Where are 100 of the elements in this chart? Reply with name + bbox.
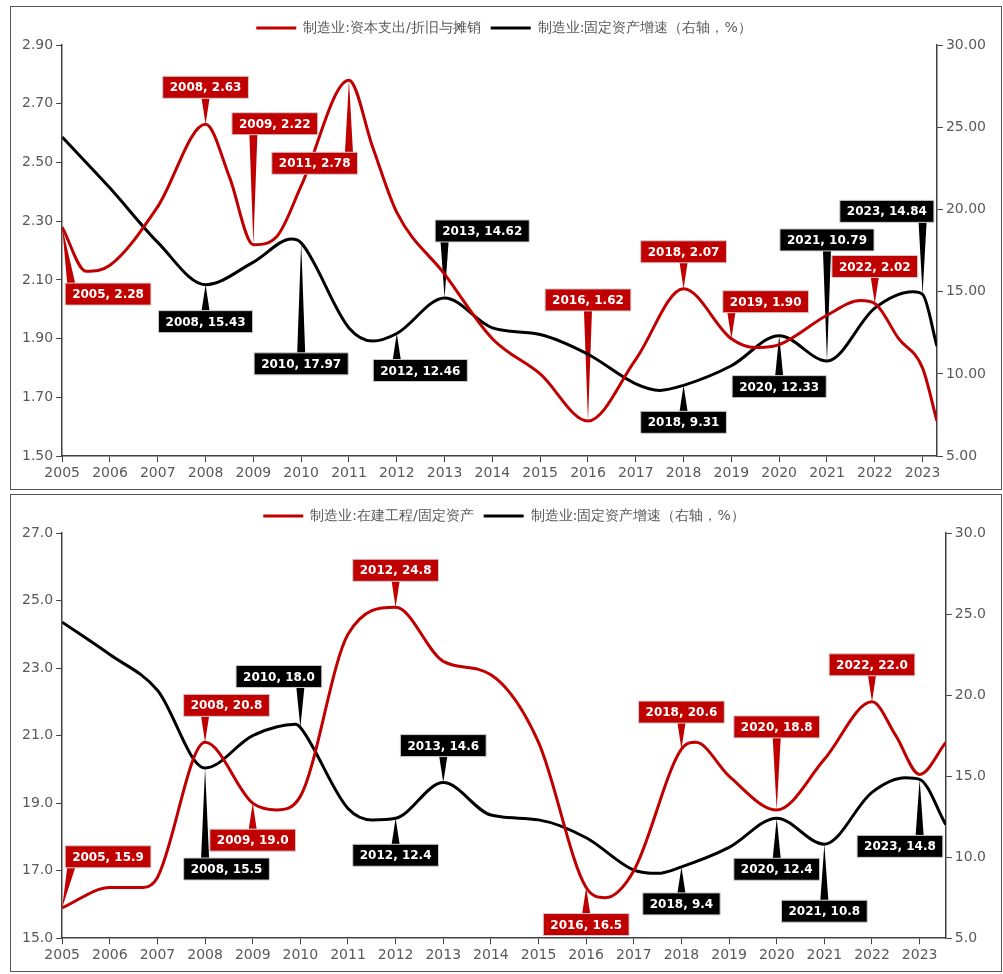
data-label: 2016, 1.62 xyxy=(552,293,624,308)
x-tick-label: 2022 xyxy=(856,464,893,481)
data-label: 2013, 14.62 xyxy=(442,224,523,239)
x-tick-label: 2020 xyxy=(761,464,797,481)
x-tick-label: 2021 xyxy=(809,464,845,481)
data-label: 2011, 2.78 xyxy=(278,156,351,171)
data-label: 2020, 12.33 xyxy=(739,379,820,394)
y-tick-label: 2.70 xyxy=(22,94,54,111)
data-label: 2012, 12.46 xyxy=(380,363,461,378)
x-tick-label: 2018 xyxy=(663,946,700,963)
x-tick-label: 2011 xyxy=(330,946,366,963)
data-label: 2018, 2.07 xyxy=(647,244,720,259)
x-tick-label: 2011 xyxy=(331,464,367,481)
y-tick-label: 2.10 xyxy=(22,270,54,287)
x-tick-label: 2013 xyxy=(426,464,463,481)
data-label: 2008, 20.8 xyxy=(190,698,263,713)
data-label: 2023, 14.8 xyxy=(864,839,936,854)
y-tick-label: 2.90 xyxy=(22,35,54,52)
x-tick-label: 2009 xyxy=(235,464,272,481)
data-label: 2009, 19.0 xyxy=(216,833,289,848)
x-tick-label: 2013 xyxy=(425,946,462,963)
y2-tick-label: 20.0 xyxy=(954,685,986,702)
data-label: 2018, 20.6 xyxy=(645,705,718,720)
data-label: 2018, 9.4 xyxy=(649,897,714,912)
legend-label: 制造业:在建工程/固定资产 xyxy=(310,506,474,523)
data-label: 2008, 15.43 xyxy=(165,314,246,329)
y-tick-label: 1.90 xyxy=(22,329,54,346)
x-tick-label: 2018 xyxy=(665,464,702,481)
x-tick-label: 2014 xyxy=(473,946,509,963)
data-label: 2022, 2.02 xyxy=(838,259,911,274)
x-tick-label: 2019 xyxy=(713,464,750,481)
x-tick-label: 2006 xyxy=(91,946,128,963)
data-label: 2021, 10.8 xyxy=(788,904,861,919)
x-tick-label: 2016 xyxy=(570,464,606,481)
y-tick-label: 19.0 xyxy=(22,793,54,810)
x-tick-label: 2020 xyxy=(758,946,795,963)
x-tick-label: 2007 xyxy=(139,464,176,481)
x-tick-label: 2006 xyxy=(92,464,128,481)
data-label: 2012, 12.4 xyxy=(359,848,432,863)
y2-tick-label: 30.0 xyxy=(954,523,986,540)
y-tick-label: 23.0 xyxy=(22,658,54,675)
y2-tick-label: 15.00 xyxy=(945,282,987,299)
y2-tick-label: 5.0 xyxy=(954,928,978,945)
data-label: 2021, 10.79 xyxy=(786,233,868,248)
data-label: 2008, 2.63 xyxy=(169,80,242,95)
data-label: 2019, 1.90 xyxy=(729,294,802,309)
y-tick-label: 1.50 xyxy=(22,446,54,463)
data-label: 2022, 22.0 xyxy=(836,657,908,672)
y-tick-label: 15.0 xyxy=(22,928,54,945)
x-tick-label: 2008 xyxy=(187,464,224,481)
y-tick-label: 2.50 xyxy=(22,153,54,170)
x-tick-label: 2010 xyxy=(282,946,319,963)
y2-tick-label: 25.00 xyxy=(945,117,987,134)
data-label: 2023, 14.84 xyxy=(846,204,927,219)
x-tick-label: 2015 xyxy=(520,946,557,963)
data-label: 2016, 16.5 xyxy=(550,917,623,932)
x-tick-label: 2009 xyxy=(234,946,271,963)
x-tick-label: 2008 xyxy=(187,946,223,963)
x-tick-label: 2017 xyxy=(615,946,652,963)
data-label: 2005, 15.9 xyxy=(72,849,144,864)
x-tick-label: 2016 xyxy=(568,946,605,963)
x-tick-label: 2012 xyxy=(378,464,415,481)
data-label: 2013, 14.6 xyxy=(407,738,480,753)
x-tick-label: 2014 xyxy=(474,464,511,481)
data-label: 2020, 12.4 xyxy=(740,862,813,877)
x-tick-label: 2023 xyxy=(901,946,938,963)
legend-label: 制造业:固定资产增速（右轴，%） xyxy=(530,506,745,523)
data-label: 2009, 2.22 xyxy=(238,116,311,131)
y-tick-label: 25.0 xyxy=(22,591,54,608)
data-label: 2005, 2.28 xyxy=(72,287,144,302)
x-tick-label: 2012 xyxy=(377,946,414,963)
data-label: 2008, 15.5 xyxy=(190,862,263,877)
y2-tick-label: 25.0 xyxy=(954,604,986,621)
x-tick-label: 2015 xyxy=(522,464,558,481)
x-tick-label: 2017 xyxy=(617,464,654,481)
legend-label: 制造业:资本支出/折旧与摊销 xyxy=(303,18,481,35)
x-tick-label: 2022 xyxy=(854,946,890,963)
y2-tick-label: 5.00 xyxy=(945,446,978,463)
data-label: 2012, 24.8 xyxy=(359,563,432,578)
data-label: 2018, 9.31 xyxy=(647,415,720,430)
y-tick-label: 2.30 xyxy=(22,211,54,228)
x-tick-label: 2023 xyxy=(904,464,941,481)
y-tick-label: 17.0 xyxy=(22,861,54,878)
y-tick-label: 1.70 xyxy=(22,388,54,405)
y2-tick-label: 30.00 xyxy=(945,35,987,52)
legend-label: 制造业:固定资产增速（右轴，%） xyxy=(537,18,752,35)
y-tick-label: 27.0 xyxy=(22,523,54,540)
data-label: 2020, 18.8 xyxy=(740,720,813,735)
y2-tick-label: 20.00 xyxy=(945,200,987,217)
y2-tick-label: 10.00 xyxy=(945,364,987,381)
x-tick-label: 2019 xyxy=(711,946,747,963)
x-tick-label: 2005 xyxy=(44,464,80,481)
x-tick-label: 2007 xyxy=(139,946,176,963)
data-label: 2010, 18.0 xyxy=(243,669,315,684)
y2-tick-label: 15.0 xyxy=(954,766,986,783)
x-tick-label: 2021 xyxy=(806,946,843,963)
data-label: 2010, 17.97 xyxy=(261,356,342,371)
x-tick-label: 2005 xyxy=(44,946,80,963)
x-tick-label: 2010 xyxy=(283,464,319,481)
y-tick-label: 21.0 xyxy=(22,726,54,743)
